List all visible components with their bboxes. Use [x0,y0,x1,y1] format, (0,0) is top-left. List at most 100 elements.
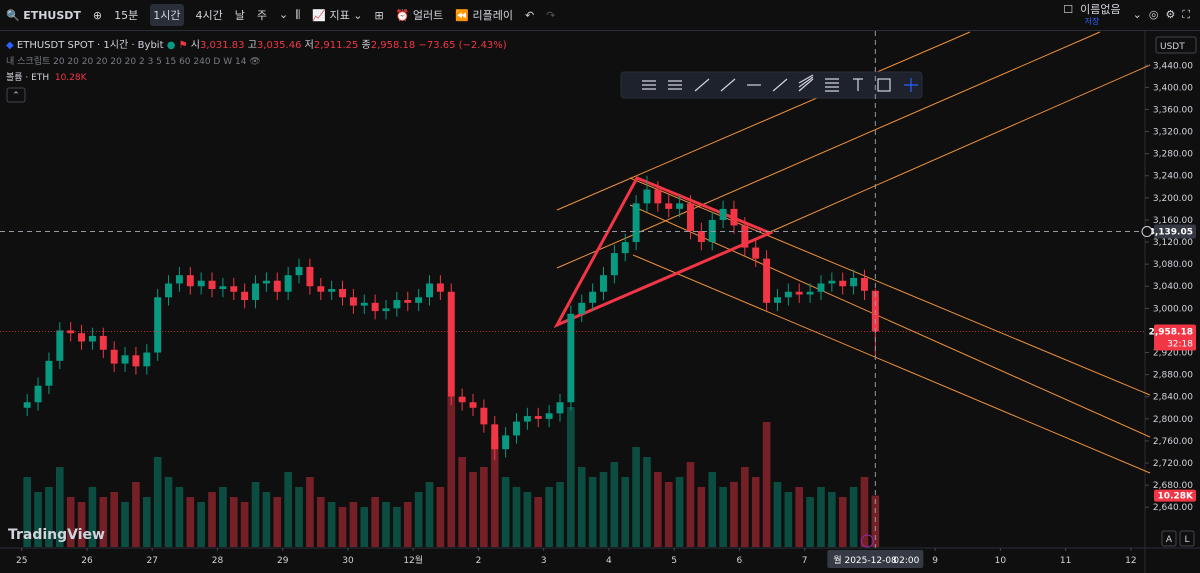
candle-body [186,275,194,287]
volume-bar [632,447,640,547]
candle-body [643,189,651,204]
candle-body [143,352,151,367]
templates[interactable]: ⊞ [374,8,384,22]
symbol-search[interactable]: 🔍 ETHUSDT [6,8,81,22]
volume-bar [45,487,53,547]
trend-line[interactable] [632,254,1151,474]
redo[interactable]: ↷ [546,8,556,22]
candle-body [360,302,368,306]
volume-bar [523,492,532,547]
volume-bar [708,472,717,547]
volume-bar [121,502,129,547]
candle-body [708,219,716,243]
interval[interactable]: 4시간 [195,9,223,22]
y-tick-label: 3,320.00 [1153,128,1193,138]
chart-type[interactable]: ⌄ ⫼ [279,8,301,21]
y-tick-label: 3,200.00 [1153,194,1193,204]
y-tick-label: 3,160.00 [1153,216,1193,226]
volume-bar [795,487,804,547]
settings[interactable]: ⌄ ◎ ⚙ ⛶ [1132,8,1190,21]
tool-icon[interactable] [877,78,891,92]
candle-body [741,225,749,248]
collapse-button[interactable] [6,87,26,103]
volume-bar [284,472,292,547]
tool-icon[interactable] [772,78,788,92]
tool-icon[interactable] [825,78,839,92]
layout[interactable]: ☐ 이름없음 저장 [1063,2,1121,26]
tool-icon[interactable] [853,78,863,91]
x-tick-label: 10 [995,556,1007,566]
x-tick-label: 12 [1125,556,1136,566]
crosshair-price-tag [1154,224,1196,239]
crosshair-date: 월 2025-12-08 [833,554,897,566]
y-tick-label: 2,840.00 [1153,393,1193,403]
undo[interactable]: ↶ [524,8,535,22]
candle-body [578,302,586,314]
candle-body [730,208,738,226]
candle-body [393,300,401,309]
tool-icon[interactable] [904,78,918,92]
volume-bar [741,467,749,547]
volume-bar [654,472,662,547]
auto-button[interactable] [1161,530,1177,547]
candle-body [371,302,379,312]
interval[interactable]: 주 [256,9,268,22]
drawings [553,31,1151,474]
indicators[interactable]: 📈 지표 ⌄ [312,9,363,22]
tool-icon[interactable] [642,80,656,90]
trend-line[interactable] [769,64,1151,233]
y-tick-label: 2,880.00 [1153,371,1193,381]
volume-bar [784,492,793,547]
interval[interactable]: 1시간 [150,4,184,26]
volume-bar [88,487,97,547]
replay[interactable]: ⏪ 리플레이 [455,9,513,22]
candle-body [589,291,597,303]
y-tick-label: 3,240.00 [1153,172,1193,182]
candle-body [426,283,433,298]
candle-body [719,208,727,220]
volume-bar [110,492,118,547]
interval[interactable]: 15분 [114,9,139,22]
top-toolbar: 🔍 ETHUSDT ⊕ 15분 1시간 4시간 날 주 ⌄ ⫼ 📈 지표 ⌄ ⊞… [0,0,1200,31]
volume-bar [730,482,738,547]
candle-body [317,286,325,292]
log-button[interactable] [1179,530,1195,547]
legend-scripts: 내 스크립트 20 20 20 20 20 20 2 3 5 15 60 240… [6,57,261,67]
candle-body [23,402,31,408]
volume-bar [599,472,608,547]
x-tick-label: 5 [671,556,677,566]
volume-bar [762,422,771,547]
triangle[interactable] [553,176,774,329]
tool-icon[interactable] [798,74,814,92]
tool-icon[interactable] [694,78,710,92]
volume-bar [860,477,869,547]
crosshair-time-tag [827,550,924,568]
candle-body [447,291,455,397]
volume-tag-label: 10.28K [1158,492,1194,502]
add-symbol[interactable]: ⊕ [92,8,103,22]
candle-body [491,424,499,450]
volume-bar [360,507,369,547]
trend-line[interactable] [556,31,1101,269]
volume-bar [849,487,858,547]
trend-line[interactable] [629,177,1151,396]
volume-bar [338,507,347,547]
candle-body [763,258,771,303]
tool-icon[interactable] [668,80,682,90]
volume-bar [403,502,412,547]
candle-body [241,291,249,301]
tool-icon[interactable] [720,78,736,92]
volume-bar [447,397,456,547]
candle-body [67,330,75,334]
currency-select[interactable] [1155,36,1197,54]
candle-body [654,189,662,204]
interval[interactable]: 날 [234,9,245,22]
trend-line[interactable] [629,204,1151,438]
x-tick-label: 26 [81,556,93,566]
volume-bar [175,487,184,547]
alert[interactable]: ⏰ 얼러트 [395,9,444,22]
trend-line[interactable] [556,31,971,211]
last-price-tag [1154,324,1196,351]
volume-bar [371,497,379,547]
volume-bar [458,457,466,547]
